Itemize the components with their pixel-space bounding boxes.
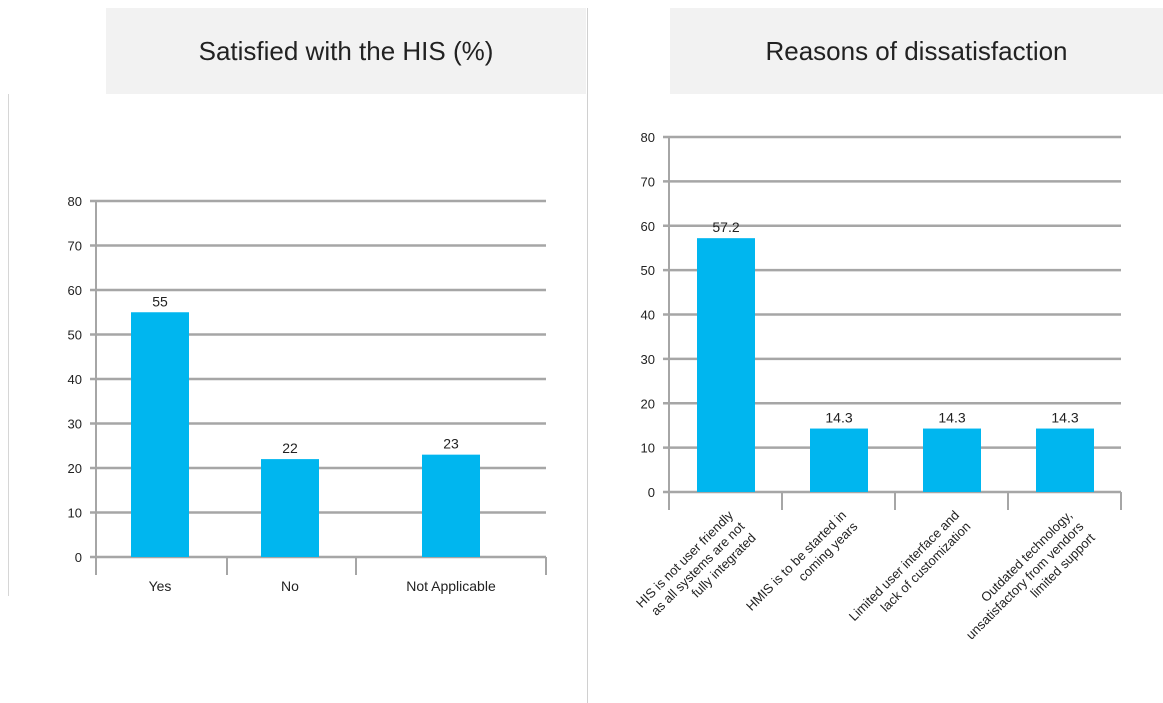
y-tick-label: 50 [641, 263, 655, 278]
bar-data-label: 14.3 [825, 410, 852, 426]
satisfaction-panel: Satisfied with the HIS (%) [106, 8, 586, 94]
y-tick-label: 70 [68, 239, 82, 254]
y-tick-label: 20 [641, 396, 655, 411]
y-tick-label: 50 [68, 328, 82, 343]
dissatisfaction-panel: Reasons of dissatisfaction [588, 0, 1163, 703]
bar [697, 238, 755, 492]
bar-data-label: 55 [152, 293, 168, 309]
y-tick-label: 30 [641, 352, 655, 367]
y-tick-label: 60 [68, 283, 82, 298]
bar-data-label: 14.3 [938, 410, 965, 426]
chart-title-dissatisfaction: Reasons of dissatisfaction [670, 8, 1163, 94]
bar [261, 459, 319, 557]
x-category-label-line: Limited user interface and [846, 508, 962, 624]
y-tick-label: 70 [641, 174, 655, 189]
x-category-label: No [281, 578, 299, 594]
bar [1036, 428, 1094, 492]
x-category-label-line: HMIS is to be started in [743, 508, 849, 614]
y-tick-label: 0 [75, 550, 82, 565]
bar [810, 428, 868, 492]
x-category-label: Yes [149, 578, 172, 594]
bar [131, 312, 189, 557]
y-tick-label: 30 [68, 417, 82, 432]
x-category-label-line: unsatisfactory from vendors [963, 518, 1087, 642]
chart-title-satisfaction: Satisfied with the HIS (%) [106, 8, 586, 94]
y-tick-label: 10 [641, 441, 655, 456]
bar-data-label: 57.2 [712, 219, 739, 235]
x-category-label: Outdated technology,unsatisfactory from … [952, 507, 1098, 653]
y-tick-label: 80 [68, 194, 82, 209]
bar [923, 428, 981, 492]
x-category-label: HIS is not user friendlyas all systems a… [633, 507, 759, 633]
y-tick-label: 0 [648, 485, 655, 500]
x-category-label: Limited user interface andlack of custom… [846, 508, 974, 636]
bar [422, 454, 480, 557]
bar-data-label: 23 [443, 436, 459, 452]
y-tick-label: 20 [68, 461, 82, 476]
x-category-label: Not Applicable [406, 578, 496, 594]
left-edge-line [8, 94, 9, 596]
satisfaction-bar-chart: 0 10 20 30 40 50 60 70 80 55 Yes 22 No 23 Not Applicab… [68, 194, 547, 594]
panel-divider [587, 8, 588, 703]
bar-data-label: 14.3 [1051, 410, 1078, 426]
y-tick-label: 80 [641, 130, 655, 145]
y-tick-label: 40 [68, 372, 82, 387]
y-tick-label: 40 [641, 308, 655, 323]
x-category-label-line: as all systems are not [648, 519, 748, 619]
x-category-label: HMIS is to be started incoming years [743, 507, 861, 625]
y-tick-label: 60 [641, 219, 655, 234]
bar-data-label: 22 [282, 440, 298, 456]
y-tick-label: 10 [68, 506, 82, 521]
